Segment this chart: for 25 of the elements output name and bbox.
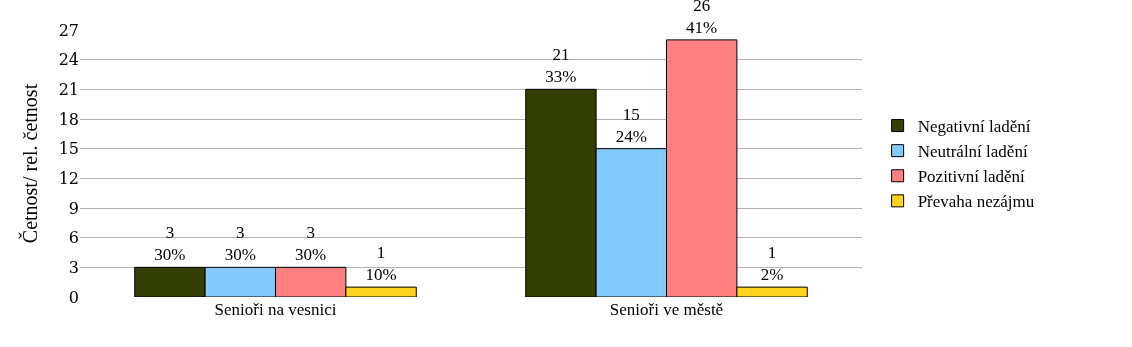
y-tick-label: 9 [68,198,79,218]
data-label: 15 24% [615,104,647,146]
data-label: 3 30% [295,223,327,265]
data-label: 3 30% [154,223,186,265]
data-label: 3 30% [224,223,256,265]
y-tick-label: 21 [58,79,79,99]
data-label: 21 33% [545,45,577,87]
legend-label: Negativní ladění [917,117,1031,137]
y-tick-label: 15 [58,139,79,159]
x-tick-label: Senioři na vesnici [214,300,337,319]
y-tick-label: 0 [68,287,79,307]
x-tick-label: Senioři ve městě [609,300,724,319]
legend-label: Neutrální ladění [917,142,1028,162]
y-tick-label: 3 [68,257,79,277]
legend-label: Převaha nezájmu [917,192,1035,212]
y-tick-label: 6 [68,228,79,248]
data-label: 1 10% [365,243,397,285]
y-tick-label: 27 [58,20,79,40]
y-tick-label: 18 [58,109,79,129]
legend-label: Pozitivní ladění [917,167,1026,187]
data-label: 1 2% [760,243,784,285]
y-tick-label: 24 [58,50,79,70]
data-label: 26 41% [686,0,718,37]
y-tick-label: 12 [58,168,79,188]
y-axis-title: Četnost/ rel. četnost [18,83,42,244]
